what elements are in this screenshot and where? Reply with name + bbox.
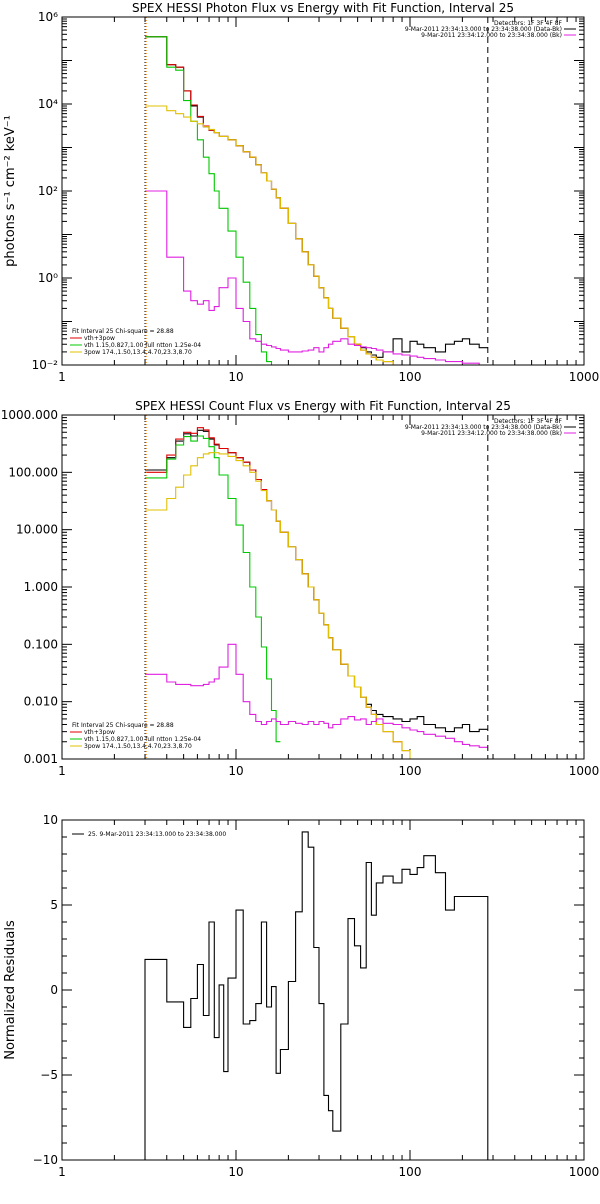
y-tick-label: 0 (50, 983, 58, 997)
legend-entry: 9-Mar-2011 23:34:12.000 to 23:34:38.000 … (421, 430, 562, 437)
series-line (145, 36, 403, 365)
plot-frame (61, 819, 585, 1161)
series-line (145, 452, 418, 759)
y-tick-label: 10⁰ (38, 271, 58, 285)
series-line (145, 105, 403, 365)
legend-entry: 9-Mar-2011 23:34:12.000 to 23:34:38.000 … (421, 32, 562, 39)
series-line (145, 36, 277, 365)
legend-entry: Fit Interval 25 Chi-square = 28.88 (72, 722, 174, 729)
y-tick-label: 5 (50, 898, 58, 912)
y-tick-label: 10⁻² (32, 358, 59, 372)
chart-panel-1: SPEX HESSI Photon Flux vs Energy with Fi… (3, 1, 599, 384)
legend-entry: vth 1.15,0.827,1.00 full ntton 1.25e-04 (84, 736, 201, 743)
legend: Detectors: 1F 3F 4F 8F9-Mar-2011 23:34:1… (70, 418, 576, 750)
legend: 25. 9-Mar-2011 23:34:13.000 to 23:34:38.… (72, 831, 226, 838)
series-line (145, 190, 488, 365)
series-group (145, 36, 488, 365)
legend-entry: 9-Mar-2011 23:34:13.000 to 23:34:38.000 … (405, 424, 562, 431)
y-tick-label: 10² (38, 184, 58, 198)
y-tick-label: 1.000 (24, 580, 58, 594)
x-tick-label: 100 (399, 1165, 422, 1179)
x-tick-label: 10 (228, 370, 243, 384)
x-tick-label: 1000 (569, 764, 600, 778)
legend-entry: 9-Mar-2011 23:34:13.000 to 23:34:38.000 … (405, 26, 562, 33)
legend: Detectors: 1F 3F 4F 8F9-Mar-2011 23:34:1… (70, 20, 576, 356)
series-group (145, 427, 488, 759)
series-line (145, 427, 410, 752)
y-tick-label: 10.000 (16, 523, 58, 537)
x-tick-label: 100 (399, 764, 422, 778)
y-axis-label: Normalized Residuals (3, 920, 18, 1060)
legend-entry: 25. 9-Mar-2011 23:34:13.000 to 23:34:38.… (88, 831, 226, 838)
chart-title: SPEX HESSI Count Flux vs Energy with Fit… (135, 399, 511, 413)
x-tick-label: 100 (399, 370, 422, 384)
legend-entry: Detectors: 1F 3F 4F 8F (494, 418, 563, 425)
legend-entry: vth+3pow (84, 729, 115, 736)
y-tick-label: 100.000 (8, 465, 58, 479)
y-tick-label: 0.100 (24, 637, 58, 651)
y-axis-label: photons s⁻¹ cm⁻² keV⁻¹ (3, 115, 18, 267)
x-tick-label: 1 (58, 764, 66, 778)
y-tick-label: −5 (40, 1068, 58, 1082)
series-line (145, 435, 281, 743)
plot-frame (61, 16, 585, 366)
series-group (144, 831, 489, 1160)
plot-frame (61, 414, 585, 760)
legend-entry: 3pow 174.,1.50,13.4,4.70,23.3,8.70 (84, 743, 192, 750)
x-tick-label: 1 (58, 1165, 66, 1179)
x-tick-label: 1000 (569, 370, 600, 384)
y-tick-label: −10 (33, 1153, 58, 1167)
x-tick-label: 1000 (569, 1165, 600, 1179)
series-line (145, 429, 488, 733)
legend-entry: vth+3pow (84, 335, 115, 342)
legend-entry: Fit Interval 25 Chi-square = 28.88 (72, 328, 174, 335)
legend-entry: vth 1.15,0.827,1.00 full ntton 1.25e-04 (84, 342, 201, 349)
legend-entry: 3pow 174.,1.50,13.4,4.70,23.3,8.70 (84, 349, 192, 356)
y-tick-label: 10⁴ (38, 97, 58, 111)
x-tick-label: 10 (228, 1165, 243, 1179)
legend-entry: Detectors: 1F 3F 4F 8F (494, 20, 563, 27)
y-tick-label: 0.010 (24, 695, 58, 709)
series-line (145, 36, 488, 358)
chart-title: SPEX HESSI Photon Flux vs Energy with Fi… (132, 1, 514, 15)
y-tick-label: 1000.000 (1, 408, 58, 422)
x-tick-label: 10 (228, 764, 243, 778)
y-tick-label: 0.001 (24, 752, 58, 766)
y-tick-label: 10⁶ (38, 10, 58, 24)
series-line (144, 831, 489, 1160)
chart-panel-3: 1 10 100 1000 −10 −5 0 5 10 Normalized Residuals 2… (3, 813, 599, 1179)
series-line (145, 643, 488, 748)
x-tick-label: 1 (58, 370, 66, 384)
chart-panel-2: SPEX HESSI Count Flux vs Energy with Fit… (1, 399, 600, 778)
y-tick-label: 10 (43, 813, 58, 827)
